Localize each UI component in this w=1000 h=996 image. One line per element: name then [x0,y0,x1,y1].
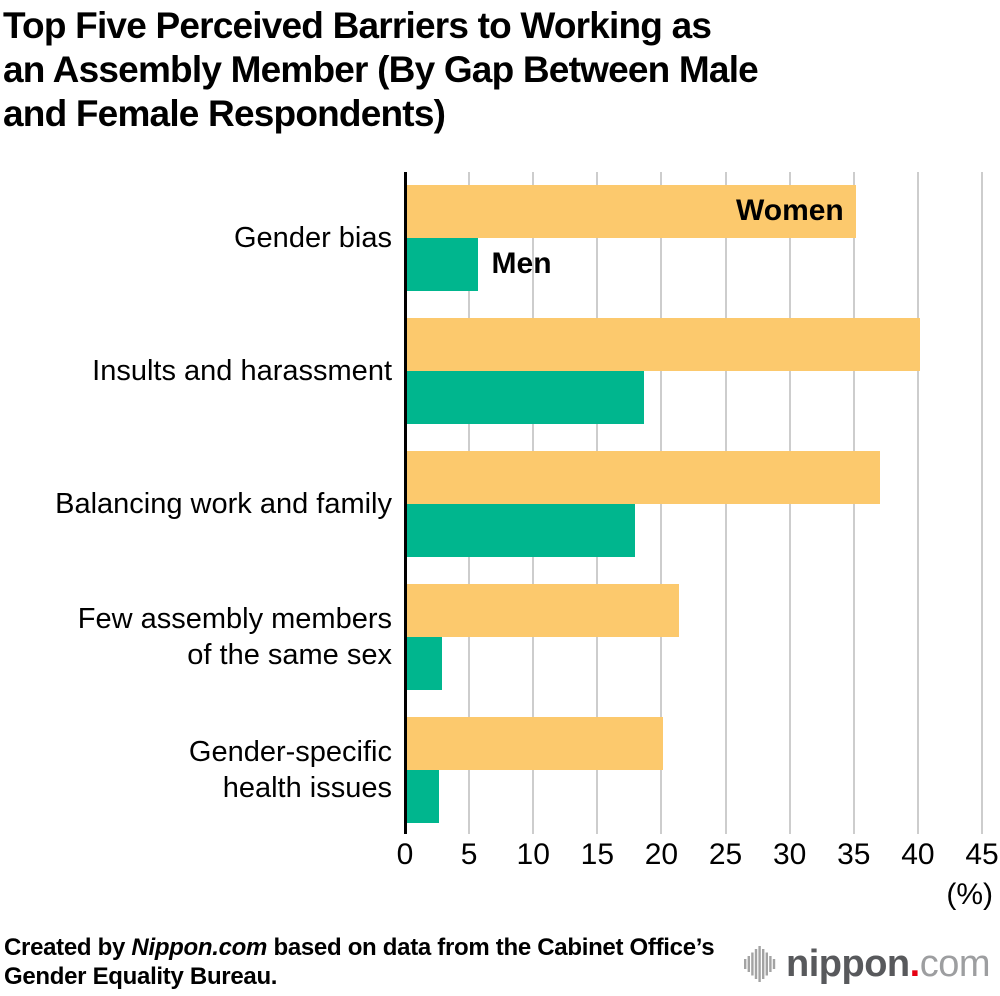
legend-women-label: Women [735,194,844,227]
nippon-logo: nippon.com [744,938,991,990]
category-label-4: Few assembly members of the same sex [77,602,392,671]
gridline-40 [916,172,919,834]
x-tick-label-15: 15 [580,838,615,871]
bar-women-5 [407,716,664,770]
source-note-line-1: Created by Nippon.com based on data from… [4,934,715,961]
x-tick-label-45: 45 [965,838,999,871]
category-label-3: Balancing work and family [55,487,392,520]
source-note-line-2: Gender Equality Bureau. [4,963,278,990]
soundwave-icon [744,946,776,982]
nippon-logo-text: nippon.com [786,945,990,983]
bar-men-3 [407,503,636,557]
x-tick-label-35: 35 [837,838,871,871]
x-tick-label-40: 40 [901,838,935,871]
x-tick-label-10: 10 [516,838,550,871]
bar-women-3 [407,450,881,504]
x-axis-unit-label: (%) [946,878,993,911]
x-tick-label-5: 5 [460,838,478,871]
bar-women-4 [407,583,679,637]
chart-title-line-1: Top Five Perceived Barriers to Working a… [3,5,712,46]
x-tick-label-30: 30 [772,838,807,871]
y-axis-line [404,172,407,834]
logo-word-nippon: nippon [786,943,910,985]
category-label-5: Gender-specific health issues [188,735,392,804]
bar-men-1 [407,237,478,291]
logo-red-dot: . [909,943,921,985]
source-brand-name: Nippon.com [131,934,268,961]
bar-men-4 [407,636,442,690]
bar-women-1 [407,184,856,238]
chart-title-line-2: an Assembly Member (By Gap Between Male [3,49,759,90]
plot-area: 0 5 10 15 20 25 30 35 40 45 Women Men [397,172,999,870]
x-tick-label-20: 20 [644,838,679,871]
source-note: Created by Nippon.com based on data from… [4,933,715,991]
x-tick-label-0: 0 [396,838,414,871]
bar-men-2 [407,370,645,424]
gridline-45 [981,172,983,834]
category-label-2: Insults and harassment [92,354,392,387]
chart-title-line-3: and Female Respondents) [3,93,446,134]
bar-women-2 [407,317,920,371]
logo-word-com: com [919,943,991,985]
x-tick-label-25: 25 [708,838,743,871]
chart-title: Top Five Perceived Barriers to Working a… [3,4,759,136]
legend-men-label: Men [491,247,552,280]
bar-men-5 [407,769,440,823]
category-label-1: Gender bias [234,221,392,254]
